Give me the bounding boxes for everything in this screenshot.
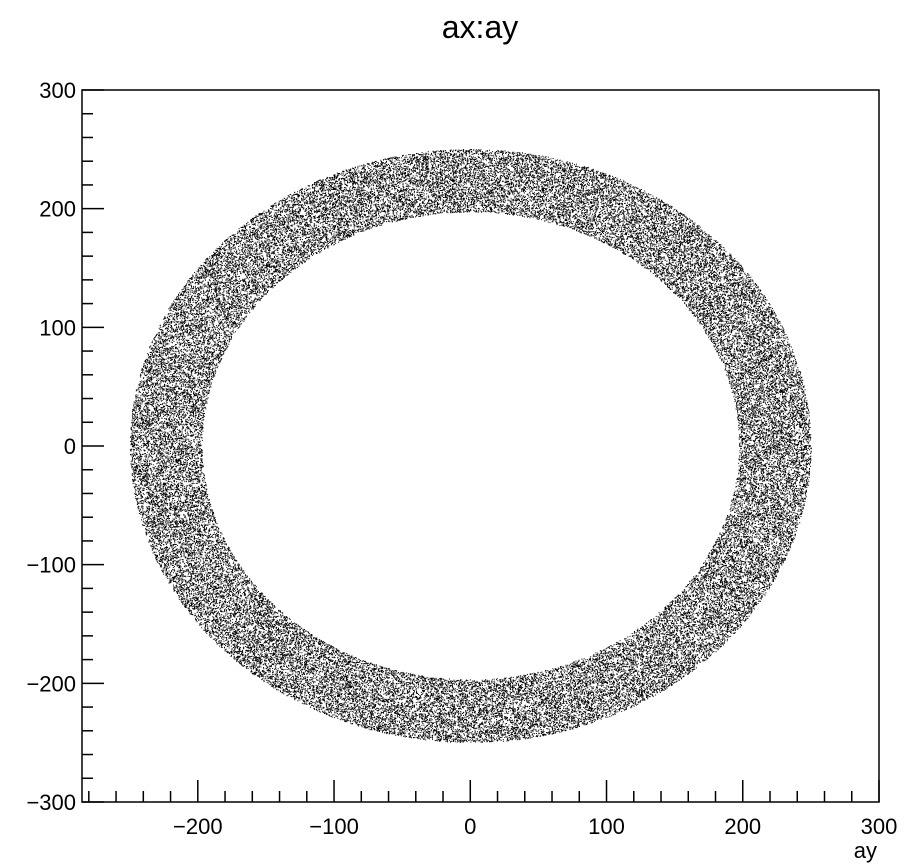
y-tick-label: 0 bbox=[64, 434, 76, 459]
x-tick-label: 300 bbox=[861, 814, 898, 839]
y-tick-label: −300 bbox=[26, 790, 76, 815]
scatter-points bbox=[129, 149, 812, 743]
x-tick-label: −200 bbox=[173, 814, 223, 839]
chart-title: ax:ay bbox=[442, 9, 518, 45]
y-tick-label: −200 bbox=[26, 671, 76, 696]
y-tick-label: 300 bbox=[39, 78, 76, 103]
x-tick-label: 100 bbox=[588, 814, 625, 839]
y-axis: −300 −200 −100 0 100 200 300 bbox=[26, 78, 104, 815]
y-tick-label: −100 bbox=[26, 553, 76, 578]
y-tick-label: 100 bbox=[39, 315, 76, 340]
y-tick-label: 200 bbox=[39, 197, 76, 222]
data-points bbox=[129, 149, 812, 743]
x-axis-label: ay bbox=[854, 838, 877, 863]
x-tick-label: 0 bbox=[464, 814, 476, 839]
x-axis: −200 −100 0 100 200 300 bbox=[88, 780, 898, 839]
x-tick-label: −100 bbox=[309, 814, 359, 839]
x-tick-label: 200 bbox=[724, 814, 761, 839]
